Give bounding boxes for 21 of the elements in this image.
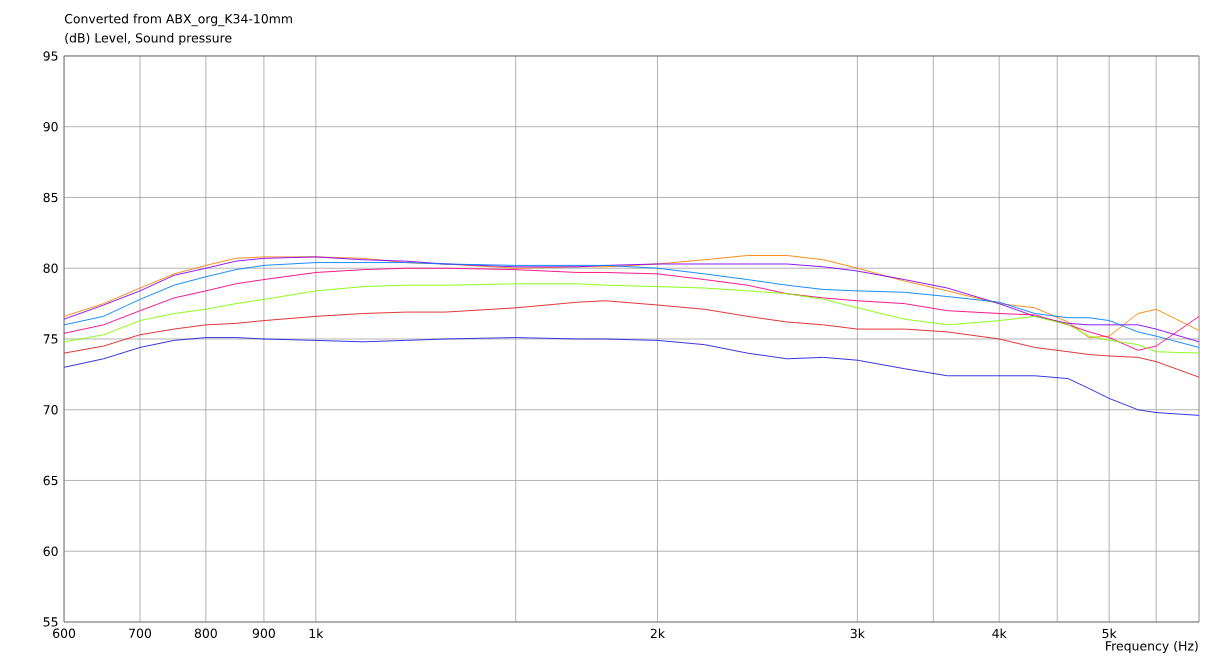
x-tick-label: 3k (850, 628, 865, 639)
y-tick-label: 90 (43, 122, 58, 132)
x-tick-label: 800 (194, 628, 217, 638)
y-axis-title: (dB) Level, Sound pressure (65, 32, 232, 46)
x-axis-title: Frequency (Hz) (1106, 640, 1198, 654)
y-tick-label: 60 (43, 546, 58, 556)
chart-title: Converted from ABX_org_K34-10mm (64, 13, 292, 27)
y-tick-label: 75 (43, 334, 58, 344)
x-tick-label: 4k (992, 628, 1007, 638)
x-tick-label: 5k (1102, 628, 1117, 639)
y-tick-label: 70 (43, 405, 58, 415)
y-tick-label: 80 (43, 263, 58, 273)
y-tick-label: 65 (43, 475, 58, 486)
y-tick-label: 85 (43, 192, 58, 203)
x-tick-label: 600 (53, 628, 76, 638)
x-tick-label: 900 (252, 628, 275, 638)
x-tick-label: 1k (309, 628, 324, 638)
y-tick-label: 95 (43, 51, 58, 61)
x-tick-label: 700 (129, 628, 152, 638)
x-tick-label: 2k (650, 628, 666, 638)
y-tick-label: 55 (43, 617, 58, 627)
